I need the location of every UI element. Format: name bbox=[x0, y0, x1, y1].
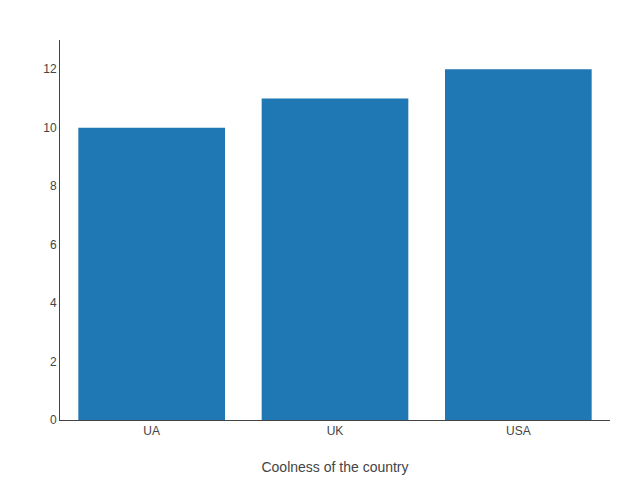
svg-text:8: 8 bbox=[50, 179, 57, 193]
svg-text:USA: USA bbox=[506, 424, 531, 438]
svg-text:4: 4 bbox=[50, 296, 57, 310]
svg-text:Coolness of the country: Coolness of the country bbox=[261, 459, 408, 475]
svg-text:UA: UA bbox=[143, 424, 160, 438]
svg-text:UK: UK bbox=[327, 424, 344, 438]
svg-text:2: 2 bbox=[50, 355, 57, 369]
svg-text:0: 0 bbox=[50, 413, 57, 427]
svg-text:10: 10 bbox=[43, 121, 57, 135]
svg-text:12: 12 bbox=[43, 62, 57, 76]
svg-text:6: 6 bbox=[50, 238, 57, 252]
